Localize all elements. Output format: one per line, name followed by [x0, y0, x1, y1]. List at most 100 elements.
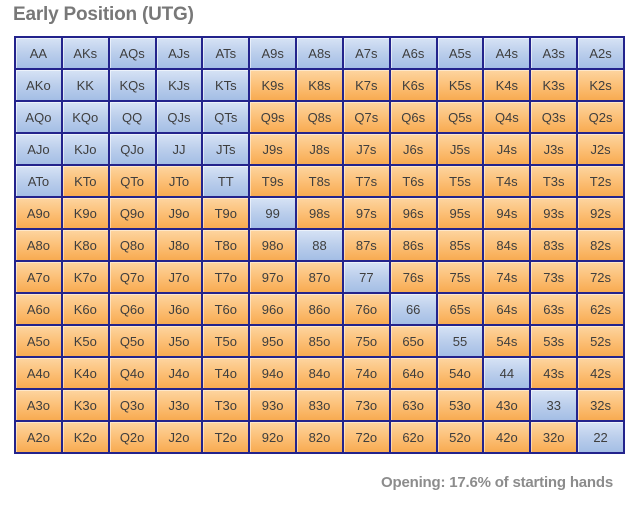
hand-cell-J2o: J2o: [154, 420, 204, 454]
hand-cell-K4o: K4o: [60, 356, 110, 390]
hand-cell-T5o: T5o: [201, 324, 251, 358]
hand-cell-52s: 52s: [576, 324, 625, 358]
hand-cell-KJs: KJs: [154, 68, 204, 102]
grid-row: AKo KK KQs KJs KTs K9s K8s K7s K6s K5s K4s K3s K2s: [14, 68, 625, 102]
hand-cell-Q4o: Q4o: [107, 356, 157, 390]
hand-cell-K3s: K3s: [529, 68, 579, 102]
hand-cell-93s: 93s: [529, 196, 579, 230]
hand-cell-73o: 73o: [341, 388, 391, 422]
hand-cell-Q5o: Q5o: [107, 324, 157, 358]
hand-cell-J9s: J9s: [248, 132, 298, 166]
hand-cell-42s: 42s: [576, 356, 625, 390]
hand-cell-A8o: A8o: [14, 228, 63, 262]
hand-cell-A7s: A7s: [341, 36, 391, 70]
hand-cell-64o: 64o: [388, 356, 438, 390]
hand-cell-93o: 93o: [248, 388, 298, 422]
hand-cell-A3s: A3s: [529, 36, 579, 70]
hand-cell-A3o: A3o: [14, 388, 63, 422]
grid-row: A2o K2o Q2o J2o T2o 92o 82o 72o 62o 52o 42o 32o 22: [14, 420, 625, 454]
hand-cell-75s: 75s: [435, 260, 485, 294]
grid-row: ATo KTo QTo JTo TT T9s T8s T7s T6s T5s T4s T3s T2s: [14, 164, 625, 198]
hand-cell-K8o: K8o: [60, 228, 110, 262]
hand-cell-J3o: J3o: [154, 388, 204, 422]
hand-cell-QJs: QJs: [154, 100, 204, 134]
grid-row: A9o K9o Q9o J9o T9o 99 98s 97s 96s 95s 94s 93s 92s: [14, 196, 625, 230]
grid-row: AA AKs AQs AJs ATs A9s A8s A7s A6s A5s A4s A3s A2s: [14, 36, 625, 70]
range-grid-body: AA AKs AQs AJs ATs A9s A8s A7s A6s A5s A4s A3s A2s AK…: [14, 36, 625, 454]
hand-cell-T4s: T4s: [482, 164, 532, 198]
hand-cell-AKs: AKs: [60, 36, 110, 70]
hand-cell-T7o: T7o: [201, 260, 251, 294]
hand-cell-65s: 65s: [435, 292, 485, 326]
hand-cell-22: 22: [576, 420, 625, 454]
hand-cell-98o: 98o: [248, 228, 298, 262]
hand-cell-94o: 94o: [248, 356, 298, 390]
hand-cell-53o: 53o: [435, 388, 485, 422]
hand-cell-QQ: QQ: [107, 100, 157, 134]
hand-cell-QTs: QTs: [201, 100, 251, 134]
hand-cell-A6s: A6s: [388, 36, 438, 70]
hand-cell-83o: 83o: [295, 388, 344, 422]
hand-cell-AJo: AJo: [14, 132, 63, 166]
hand-cell-Q3o: Q3o: [107, 388, 157, 422]
hand-cell-84s: 84s: [482, 228, 532, 262]
hand-cell-T3o: T3o: [201, 388, 251, 422]
hand-cell-84o: 84o: [295, 356, 344, 390]
hand-cell-ATs: ATs: [201, 36, 251, 70]
hand-cell-99: 99: [248, 196, 298, 230]
hand-cell-KQs: KQs: [107, 68, 157, 102]
hand-cell-43o: 43o: [482, 388, 532, 422]
hand-cell-55: 55: [435, 324, 485, 358]
hand-cell-75o: 75o: [341, 324, 391, 358]
hand-cell-96s: 96s: [388, 196, 438, 230]
hand-cell-K2o: K2o: [60, 420, 110, 454]
hand-cell-QJo: QJo: [107, 132, 157, 166]
hand-cell-J8s: J8s: [295, 132, 344, 166]
grid-row: A3o K3o Q3o J3o T3o 93o 83o 73o 63o 53o 43o 33 32s: [14, 388, 625, 422]
hand-cell-82o: 82o: [295, 420, 344, 454]
hand-cell-87o: 87o: [295, 260, 344, 294]
hand-cell-Q7o: Q7o: [107, 260, 157, 294]
hand-cell-Q7s: Q7s: [341, 100, 391, 134]
hand-cell-T8o: T8o: [201, 228, 251, 262]
hand-cell-54o: 54o: [435, 356, 485, 390]
hand-cell-J6s: J6s: [388, 132, 438, 166]
hand-cell-Q9s: Q9s: [248, 100, 298, 134]
hand-cell-98s: 98s: [295, 196, 344, 230]
hand-cell-83s: 83s: [529, 228, 579, 262]
hand-cell-92s: 92s: [576, 196, 625, 230]
hand-cell-KTo: KTo: [60, 164, 110, 198]
hand-cell-T3s: T3s: [529, 164, 579, 198]
hand-cell-52o: 52o: [435, 420, 485, 454]
hand-cell-K5o: K5o: [60, 324, 110, 358]
page-title: Early Position (UTG): [13, 4, 194, 25]
hand-cell-43s: 43s: [529, 356, 579, 390]
grid-row: AQo KQo QQ QJs QTs Q9s Q8s Q7s Q6s Q5s Q4s Q3s Q2s: [14, 100, 625, 134]
hand-cell-T9s: T9s: [248, 164, 298, 198]
hand-cell-Q5s: Q5s: [435, 100, 485, 134]
hand-cell-Q8o: Q8o: [107, 228, 157, 262]
hand-cell-A5s: A5s: [435, 36, 485, 70]
hand-cell-86o: 86o: [295, 292, 344, 326]
hand-cell-T2o: T2o: [201, 420, 251, 454]
hand-cell-Q9o: Q9o: [107, 196, 157, 230]
hand-cell-T6s: T6s: [388, 164, 438, 198]
hand-cell-A8s: A8s: [295, 36, 344, 70]
hand-cell-74s: 74s: [482, 260, 532, 294]
hand-cell-KK: KK: [60, 68, 110, 102]
hand-cell-74o: 74o: [341, 356, 391, 390]
hand-cell-K7o: K7o: [60, 260, 110, 294]
hand-cell-82s: 82s: [576, 228, 625, 262]
hand-cell-95o: 95o: [248, 324, 298, 358]
hand-cell-73s: 73s: [529, 260, 579, 294]
hand-cell-Q4s: Q4s: [482, 100, 532, 134]
hand-cell-92o: 92o: [248, 420, 298, 454]
hand-cell-K9o: K9o: [60, 196, 110, 230]
hand-cell-53s: 53s: [529, 324, 579, 358]
hand-cell-A5o: A5o: [14, 324, 63, 358]
hand-cell-32s: 32s: [576, 388, 625, 422]
hand-cell-A2o: A2o: [14, 420, 63, 454]
hand-cell-64s: 64s: [482, 292, 532, 326]
hand-cell-97o: 97o: [248, 260, 298, 294]
